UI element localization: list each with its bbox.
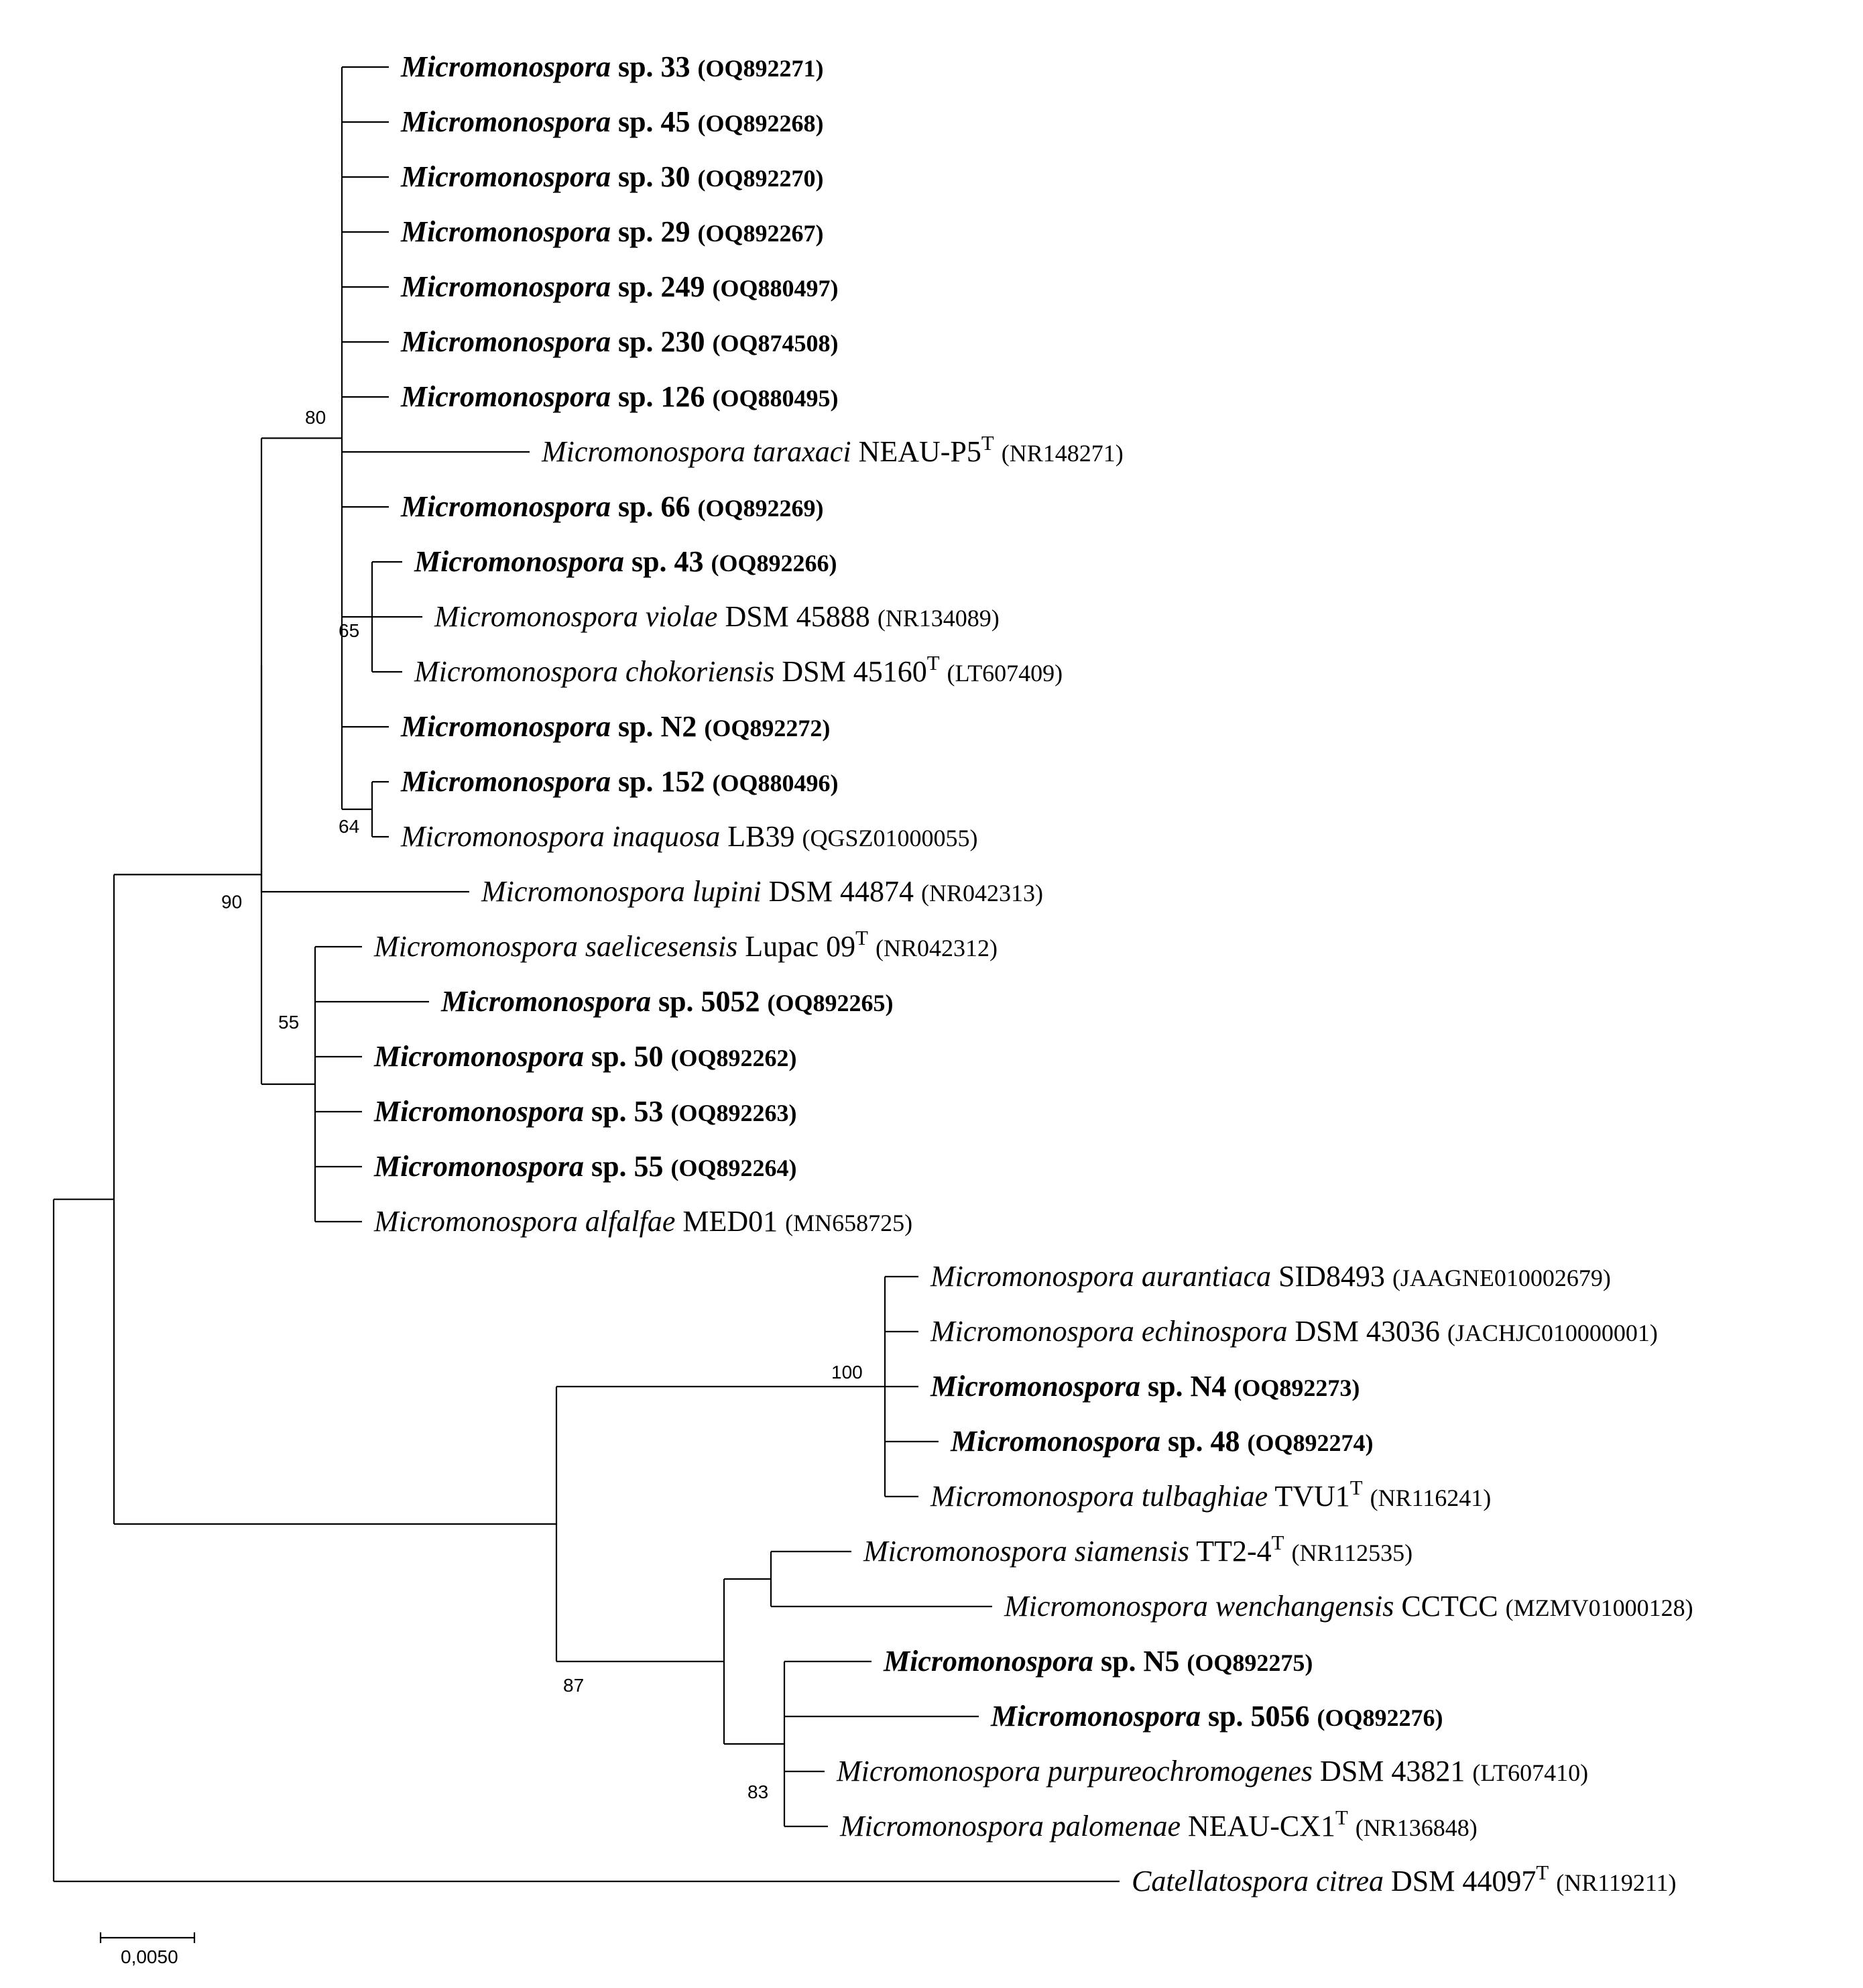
bootstrap-value: 100 bbox=[831, 1362, 863, 1383]
taxon-label: Micromonospora sp. 66 (OQ892269) bbox=[400, 490, 824, 523]
taxon-label: Micromonospora sp. 152 (OQ880496) bbox=[400, 765, 839, 798]
taxon-label: Micromonospora taraxaci NEAU-P5T (NR1482… bbox=[541, 432, 1124, 468]
taxon-label: Micromonospora wenchangensis CCTCC (MZMV… bbox=[1004, 1590, 1693, 1623]
scale-label: 0,0050 bbox=[121, 1946, 178, 1967]
taxon-label: Micromonospora sp. 126 (OQ880495) bbox=[400, 380, 839, 413]
taxon-label: Micromonospora sp. 33 (OQ892271) bbox=[400, 50, 824, 83]
phylogenetic-tree: Micromonospora sp. 33 (OQ892271) Micromon… bbox=[0, 0, 1863, 1988]
taxon-label: Micromonospora sp. 30 (OQ892270) bbox=[400, 160, 824, 193]
taxon-label: Micromonospora sp. 48 (OQ892274) bbox=[950, 1425, 1374, 1458]
bootstrap-value: 65 bbox=[339, 620, 359, 641]
taxon-label: Micromonospora sp. N5 (OQ892275) bbox=[883, 1645, 1313, 1678]
taxon-label: Micromonospora lupini DSM 44874 (NR04231… bbox=[481, 875, 1043, 908]
taxon-label: Micromonospora sp. 43 (OQ892266) bbox=[414, 545, 837, 578]
taxon-label: Micromonospora sp. 55 (OQ892264) bbox=[373, 1150, 797, 1183]
taxon-label: Micromonospora violae DSM 45888 (NR13408… bbox=[434, 600, 1000, 633]
bootstrap-value: 64 bbox=[339, 816, 359, 837]
taxon-label: Micromonospora sp. 230 (OQ874508) bbox=[400, 325, 839, 358]
taxon-label: Micromonospora tulbaghiae TVU1T (NR11624… bbox=[930, 1476, 1491, 1513]
bootstrap-value: 83 bbox=[747, 1781, 768, 1802]
bootstrap-value: 80 bbox=[305, 407, 326, 428]
taxon-label: Micromonospora sp. 29 (OQ892267) bbox=[400, 215, 824, 248]
taxon-label: Micromonospora palomenae NEAU-CX1T (NR13… bbox=[839, 1806, 1478, 1843]
taxon-label: Micromonospora sp. 45 (OQ892268) bbox=[400, 105, 824, 138]
taxon-label: Micromonospora siamensis TT2-4T (NR11253… bbox=[863, 1531, 1413, 1568]
taxon-label: Micromonospora sp. N4 (OQ892273) bbox=[930, 1370, 1360, 1403]
taxon-label: Micromonospora alfalfae MED01 (MN658725) bbox=[373, 1205, 912, 1238]
bootstrap-value: 55 bbox=[278, 1012, 299, 1033]
taxon-label: Micromonospora sp. 50 (OQ892262) bbox=[373, 1040, 797, 1073]
taxon-label: Micromonospora sp. 53 (OQ892263) bbox=[373, 1095, 797, 1128]
taxon-label: Micromonospora inaquosa LB39 (QGSZ010000… bbox=[400, 820, 977, 853]
taxon-label: Micromonospora sp. N2 (OQ892272) bbox=[400, 710, 830, 743]
taxon-label: Micromonospora aurantiaca SID8493 (JAAGN… bbox=[930, 1260, 1611, 1293]
taxon-label: Micromonospora saelicesensis Lupac 09T (… bbox=[373, 927, 998, 963]
taxon-label: Micromonospora chokoriensis DSM 45160T (… bbox=[414, 652, 1063, 688]
taxon-label: Micromonospora purpureochromogenes DSM 4… bbox=[836, 1755, 1588, 1788]
bootstrap-value: 87 bbox=[563, 1675, 584, 1696]
taxon-label: Micromonospora sp. 5052 (OQ892265) bbox=[440, 985, 894, 1018]
taxon-label: Micromonospora sp. 5056 (OQ892276) bbox=[990, 1700, 1443, 1733]
taxon-label: Micromonospora sp. 249 (OQ880497) bbox=[400, 270, 839, 303]
taxon-label: Micromonospora echinospora DSM 43036 (JA… bbox=[930, 1315, 1658, 1348]
bootstrap-value: 90 bbox=[221, 891, 242, 912]
taxon-label: Catellatospora citrea DSM 44097T (NR1192… bbox=[1132, 1861, 1677, 1897]
